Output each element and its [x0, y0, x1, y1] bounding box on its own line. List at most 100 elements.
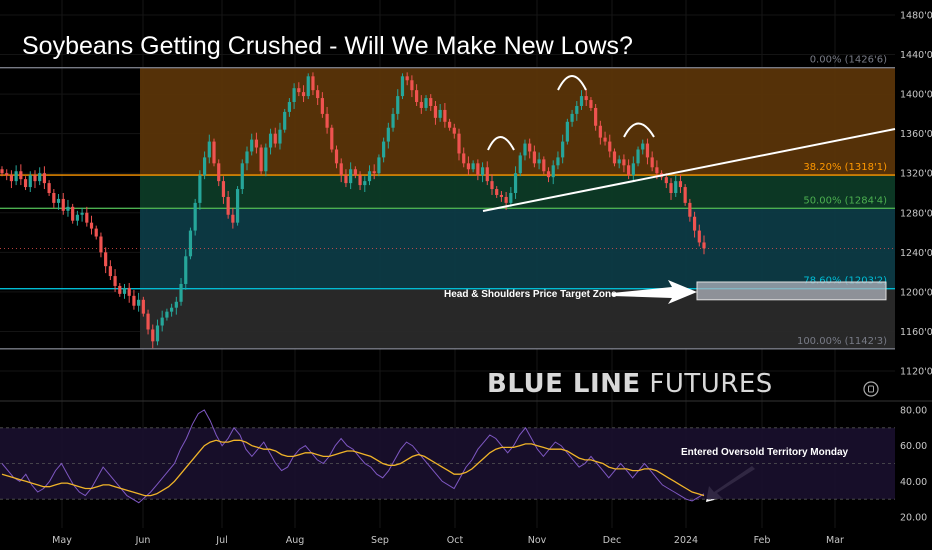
candle-body	[283, 111, 287, 130]
x-tick-label: Mar	[826, 535, 844, 546]
candle-body	[226, 196, 230, 215]
x-tick-label: Aug	[286, 535, 305, 546]
candle-body	[579, 96, 584, 106]
candle-body	[664, 177, 668, 184]
candle-body	[278, 129, 282, 144]
candle-body	[532, 151, 536, 164]
candle-body	[471, 163, 475, 170]
candle-body	[38, 173, 42, 182]
candle-body	[188, 230, 193, 257]
candle-body	[0, 169, 4, 174]
rsi-tick-label: 80.00	[900, 406, 927, 417]
candle-body	[5, 173, 9, 176]
candle-body	[47, 183, 51, 193]
axes: May Jun Jul Aug Sep Oct Nov Dec 2024 Feb Mar 1480'0…	[52, 11, 932, 547]
candle-body	[429, 98, 433, 106]
settings-icon[interactable]	[863, 381, 879, 397]
candle-body	[122, 287, 127, 294]
candle-body	[438, 109, 442, 118]
fib-level-label: 100.00% (1142'3)	[797, 336, 887, 347]
candle-body	[184, 256, 188, 284]
candle-body	[259, 147, 263, 172]
candle-body	[447, 121, 452, 128]
candle-body	[23, 179, 28, 188]
candle-body	[537, 159, 541, 164]
svg-text:BLUE LINE FUTURES: BLUE LINE FUTURES	[487, 369, 773, 399]
candle-body	[603, 137, 607, 142]
candle-body	[165, 311, 169, 318]
candle-body	[316, 90, 320, 99]
candle-body	[264, 147, 268, 172]
y-tick-label: 1360'0	[900, 129, 932, 140]
y-tick-label: 1400'0	[900, 90, 932, 101]
candle-body	[598, 125, 602, 138]
candle-body	[584, 96, 588, 101]
candle-body	[207, 141, 211, 158]
candle-body	[631, 163, 635, 176]
candle-body	[9, 175, 14, 182]
candle-body	[499, 194, 504, 197]
candle-body	[669, 183, 673, 193]
candle-body	[546, 171, 551, 178]
candle-body	[71, 206, 75, 221]
candle-body	[306, 76, 310, 97]
candle-body	[382, 141, 386, 158]
candle-body	[405, 76, 409, 81]
candle-body	[268, 133, 273, 148]
candle-body	[320, 98, 324, 114]
candle-body	[683, 187, 687, 203]
oversold-annotation: Entered Oversold Territory Monday	[681, 447, 849, 458]
fib-zone	[140, 175, 895, 209]
candle-body	[363, 181, 367, 186]
rsi-line	[1, 409, 705, 504]
x-tick-label: Dec	[603, 535, 621, 546]
candle-body	[221, 181, 226, 197]
fib-zone	[140, 67, 895, 176]
candle-body	[311, 76, 315, 91]
y-tick-label: 1480'0	[900, 11, 932, 22]
candle-body	[75, 214, 79, 221]
candle-body	[297, 88, 301, 93]
candle-body	[551, 165, 555, 178]
x-tick-label: Feb	[754, 535, 771, 546]
candle-body	[702, 242, 706, 249]
candle-body	[217, 163, 221, 182]
y-tick-label: 1440'0	[900, 50, 932, 61]
candle-body	[419, 102, 423, 108]
target-zone-box	[696, 281, 887, 301]
x-tick-label: May	[52, 535, 72, 546]
candle-body	[372, 171, 376, 174]
right-shoulder-arc	[623, 122, 655, 138]
candle-body	[118, 285, 122, 294]
candle-body	[678, 181, 683, 188]
candle-body	[655, 167, 659, 174]
candle-body	[127, 287, 131, 296]
candle-body	[391, 113, 395, 128]
candle-body	[386, 127, 390, 142]
candle-body	[89, 222, 94, 229]
candle-body	[141, 299, 145, 314]
candle-body	[155, 325, 160, 342]
candle-body	[504, 196, 508, 203]
candle-body	[287, 102, 291, 112]
candle-body	[377, 157, 381, 174]
candle-body	[518, 155, 522, 174]
y-tick-label: 1280'0	[900, 208, 932, 219]
candle-body	[509, 193, 513, 203]
candle-body	[561, 141, 565, 158]
candle-body	[85, 212, 89, 223]
candle-body	[113, 276, 117, 286]
candle-body	[353, 169, 357, 176]
rsi-tick-label: 40.00	[900, 477, 927, 488]
brand-bold: BLUE LINE	[487, 369, 641, 399]
candle-body	[198, 175, 202, 203]
candle-body	[245, 151, 249, 164]
candle-body	[104, 252, 108, 267]
candle-body	[240, 163, 244, 190]
candle-body	[480, 167, 485, 176]
candle-body	[462, 153, 466, 164]
candle-body	[14, 171, 18, 182]
candle-body	[452, 127, 456, 134]
fib-level-label: 0.00% (1426'6)	[810, 55, 887, 66]
